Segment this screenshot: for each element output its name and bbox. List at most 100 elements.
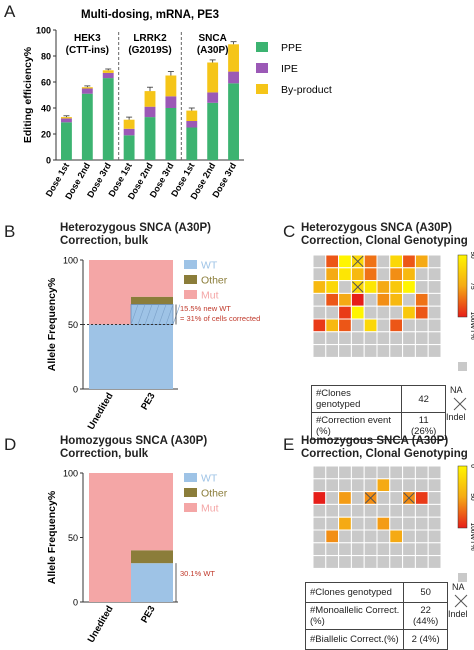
- heatmap-cell: [402, 503, 416, 518]
- heatmap-cell: [363, 344, 378, 358]
- panel-letter-e: E: [283, 435, 295, 454]
- het-bulk-bar-chart: 0 50 100 Allele Frequency% Unedited PE3 15.5% …: [46, 256, 260, 432]
- bar-segment: [61, 117, 72, 119]
- heatmap-cell: [312, 344, 327, 358]
- heatmap-cell: [363, 478, 378, 493]
- heatmap-cell: [414, 503, 429, 518]
- heatmap-cell: [350, 331, 365, 346]
- heatmap-cell: [402, 516, 416, 531]
- legend-label: WT: [201, 260, 218, 272]
- heatmap-cell: [402, 280, 416, 294]
- heatmap-cell: [427, 292, 442, 307]
- table-cell-label: #Clones genotyped: [304, 582, 405, 603]
- heatmap-cell: [363, 331, 378, 346]
- heatmap-cell: [402, 267, 416, 282]
- heatmap-cell: [376, 254, 391, 269]
- heatmap-cell: [376, 491, 391, 505]
- heatmap-cell: [312, 254, 327, 269]
- hom-clonal-title: Homozygous SNCA (A30P) Correction, Clona…: [301, 435, 468, 461]
- bar-segment: [165, 96, 177, 108]
- table-cell-value: 11 (26%): [401, 412, 446, 440]
- heatmap-cell: [389, 529, 404, 544]
- heatmap-cell: [427, 503, 442, 518]
- legend-swatch: [256, 84, 268, 94]
- heatmap-cell: [427, 344, 442, 358]
- legend-label: Other: [201, 275, 228, 287]
- heatmap-cell: [427, 280, 442, 294]
- heatmap-cell: [389, 331, 404, 346]
- indel-cross-icon: [454, 594, 468, 608]
- colorbar-tick-label: 100: [469, 523, 474, 534]
- bar-segment: [165, 75, 177, 97]
- bar-segment: [207, 62, 219, 93]
- heatmap-cell: [325, 280, 340, 294]
- heatmap-cell: [414, 280, 429, 294]
- heatmap-cell: [427, 305, 442, 320]
- heatmap-cell: [376, 280, 391, 294]
- heatmap-cell: [338, 465, 352, 480]
- heatmap-cell: [414, 555, 429, 569]
- heatmap-cell: [363, 280, 378, 294]
- heatmap-cell: [402, 318, 416, 333]
- y-tick-label: 100: [63, 256, 78, 266]
- y-tick-label: 40: [41, 104, 51, 114]
- indel-mark: [352, 255, 364, 268]
- table-cell-label: #Clones genotyped: [310, 385, 403, 413]
- heatmap-cell: [363, 465, 378, 480]
- heatmap-cell: [338, 503, 352, 518]
- heatmap-cell: [312, 555, 327, 569]
- heatmap-cell: [312, 318, 327, 333]
- heatmap-cell: [325, 529, 340, 544]
- heatmap-cell: [389, 555, 404, 569]
- table-cell-label: #Monoallelic Correct.(%): [304, 602, 405, 630]
- colorbar-label: WT%: [469, 533, 474, 550]
- y-axis-label: Editing efficiency%: [22, 46, 34, 143]
- colorbar-tick-label: 100: [469, 312, 474, 323]
- legend-label: WT: [201, 473, 218, 485]
- hatch-line: [165, 304, 174, 325]
- heatmap-cell: [389, 491, 404, 505]
- hom-bulk-title-line2: Correction, bulk: [60, 448, 149, 460]
- heatmap-cell: [312, 280, 327, 294]
- legend-label: By-product: [281, 84, 332, 96]
- heatmap-cell: [376, 318, 391, 333]
- heatmap-cell: [389, 292, 404, 307]
- bar-segment: [102, 70, 114, 73]
- y-tick-label: 50: [68, 320, 78, 330]
- heatmap-cell: [363, 305, 378, 320]
- y-axis-label: Allele Frequency%: [46, 277, 58, 371]
- hatch-line: [137, 304, 146, 325]
- bar-segment: [131, 296, 173, 305]
- het-indel-label: Indel: [446, 412, 466, 422]
- annotation-text: = 31% of cells corrected: [180, 314, 260, 323]
- heatmap-cell: [427, 529, 442, 544]
- heatmap-cell: [338, 254, 352, 269]
- legend-swatch: [184, 290, 197, 299]
- indel-mark: [364, 492, 377, 504]
- na-swatch: [458, 362, 467, 371]
- y-tick-label: 20: [41, 130, 51, 140]
- bar-segment: [186, 110, 198, 121]
- heatmap-cell: [338, 267, 352, 282]
- bar-segment: [144, 117, 156, 160]
- heatmap-cell: [312, 491, 327, 505]
- colorbar: [457, 465, 468, 529]
- hom-na-label: NA: [452, 582, 465, 592]
- heatmap-cell: [376, 478, 391, 493]
- heatmap-cell: [376, 529, 391, 544]
- hatch-line: [151, 304, 160, 325]
- heatmap-cell: [376, 503, 391, 518]
- bar-segment: [207, 102, 219, 160]
- x-tick-label: PE3: [139, 391, 158, 412]
- heatmap-cell: [363, 318, 378, 333]
- heatmap-cell: [312, 465, 327, 480]
- heatmap-cell: [363, 503, 378, 518]
- colorbar-tick-label: 75: [469, 282, 474, 290]
- heatmap-cell: [350, 267, 365, 282]
- heatmap-cell: [363, 529, 378, 544]
- heatmap-cell: [312, 516, 327, 531]
- het-bulk-title-line1: Heterozygous SNCA (A30P): [60, 222, 212, 234]
- hatch-line: [172, 304, 181, 325]
- heatmap-cell: [389, 344, 404, 358]
